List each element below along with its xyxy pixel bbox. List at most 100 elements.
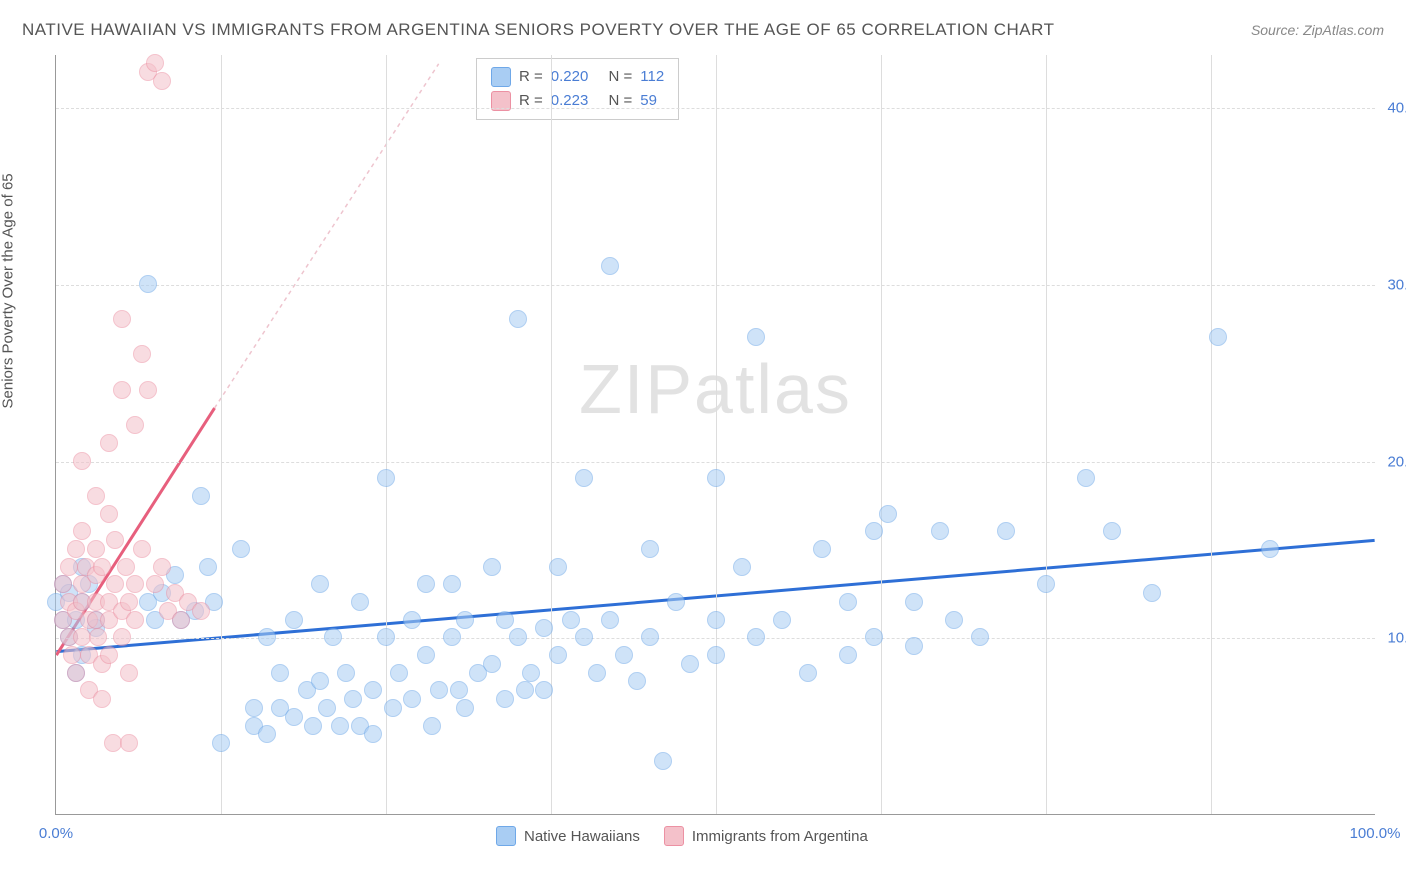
scatter-point [113, 310, 131, 328]
scatter-point [100, 505, 118, 523]
scatter-point [403, 611, 421, 629]
y-tick-label: 20.0% [1387, 453, 1406, 470]
scatter-point [733, 558, 751, 576]
x-tick-min: 0.0% [39, 825, 73, 842]
scatter-point [496, 611, 514, 629]
n-value: 59 [640, 89, 657, 113]
scatter-point [67, 540, 85, 558]
gridline-v [716, 55, 717, 814]
scatter-point [100, 434, 118, 452]
scatter-point [450, 681, 468, 699]
series-legend-item-2: Immigrants from Argentina [664, 826, 868, 846]
scatter-point [67, 664, 85, 682]
scatter-point [707, 611, 725, 629]
gridline-v [1046, 55, 1047, 814]
scatter-point [799, 664, 817, 682]
r-label: R = [519, 89, 543, 113]
scatter-point [1143, 584, 1161, 602]
scatter-point [417, 575, 435, 593]
scatter-point [324, 628, 342, 646]
scatter-point [311, 575, 329, 593]
scatter-point [483, 655, 501, 673]
scatter-point [93, 690, 111, 708]
scatter-point [945, 611, 963, 629]
scatter-point [747, 328, 765, 346]
scatter-point [549, 646, 567, 664]
gridline-v [221, 55, 222, 814]
chart-header: NATIVE HAWAIIAN VS IMMIGRANTS FROM ARGEN… [22, 20, 1384, 40]
scatter-point [654, 752, 672, 770]
scatter-point [63, 646, 81, 664]
scatter-point [364, 681, 382, 699]
scatter-point [615, 646, 633, 664]
scatter-point [535, 619, 553, 637]
source-label: Source: ZipAtlas.com [1251, 22, 1384, 38]
legend-swatch-pink [664, 826, 684, 846]
scatter-point [344, 690, 362, 708]
scatter-point [747, 628, 765, 646]
scatter-point [681, 655, 699, 673]
scatter-point [331, 717, 349, 735]
gridline-v [881, 55, 882, 814]
scatter-point [641, 540, 659, 558]
scatter-point [1209, 328, 1227, 346]
correlation-legend: R = 0.220 N = 112 R = 0.223 N = 59 [476, 58, 679, 120]
scatter-point [126, 416, 144, 434]
scatter-point [87, 540, 105, 558]
scatter-point [133, 540, 151, 558]
scatter-point [351, 593, 369, 611]
scatter-point [89, 628, 107, 646]
gridline-v [551, 55, 552, 814]
scatter-point [879, 505, 897, 523]
scatter-point [139, 275, 157, 293]
scatter-point [271, 664, 289, 682]
scatter-point [931, 522, 949, 540]
y-tick-label: 10.0% [1387, 630, 1406, 647]
y-tick-label: 40.0% [1387, 100, 1406, 117]
legend-swatch-blue [496, 826, 516, 846]
scatter-point [73, 522, 91, 540]
x-tick-max: 100.0% [1350, 825, 1401, 842]
gridline-v [1211, 55, 1212, 814]
scatter-point [73, 452, 91, 470]
scatter-point [516, 681, 534, 699]
scatter-point [403, 690, 421, 708]
scatter-point [120, 593, 138, 611]
series-legend-item-1: Native Hawaiians [496, 826, 640, 846]
scatter-point [93, 558, 111, 576]
scatter-point [588, 664, 606, 682]
scatter-point [212, 734, 230, 752]
scatter-point [192, 487, 210, 505]
scatter-point [423, 717, 441, 735]
scatter-point [199, 558, 217, 576]
series-legend: Native Hawaiians Immigrants from Argenti… [496, 826, 868, 846]
scatter-point [905, 593, 923, 611]
scatter-point [905, 637, 923, 655]
scatter-point [377, 628, 395, 646]
scatter-point [997, 522, 1015, 540]
scatter-point [1037, 575, 1055, 593]
scatter-point [245, 699, 263, 717]
scatter-point [133, 345, 151, 363]
scatter-point [318, 699, 336, 717]
scatter-point [483, 558, 501, 576]
scatter-point [311, 672, 329, 690]
scatter-point [575, 628, 593, 646]
scatter-point [153, 558, 171, 576]
scatter-chart: ZIPatlas R = 0.220 N = 112 R = 0.223 N =… [55, 55, 1375, 815]
r-value: 0.223 [551, 89, 589, 113]
scatter-point [337, 664, 355, 682]
series-label: Immigrants from Argentina [692, 828, 868, 845]
scatter-point [1261, 540, 1279, 558]
r-value: 0.220 [551, 65, 589, 89]
scatter-point [707, 469, 725, 487]
scatter-point [628, 672, 646, 690]
scatter-point [146, 54, 164, 72]
scatter-point [258, 628, 276, 646]
scatter-point [839, 593, 857, 611]
correlation-row-2: R = 0.223 N = 59 [491, 89, 664, 113]
watermark-right: atlas [694, 350, 852, 428]
scatter-point [153, 72, 171, 90]
scatter-point [456, 699, 474, 717]
scatter-point [285, 611, 303, 629]
